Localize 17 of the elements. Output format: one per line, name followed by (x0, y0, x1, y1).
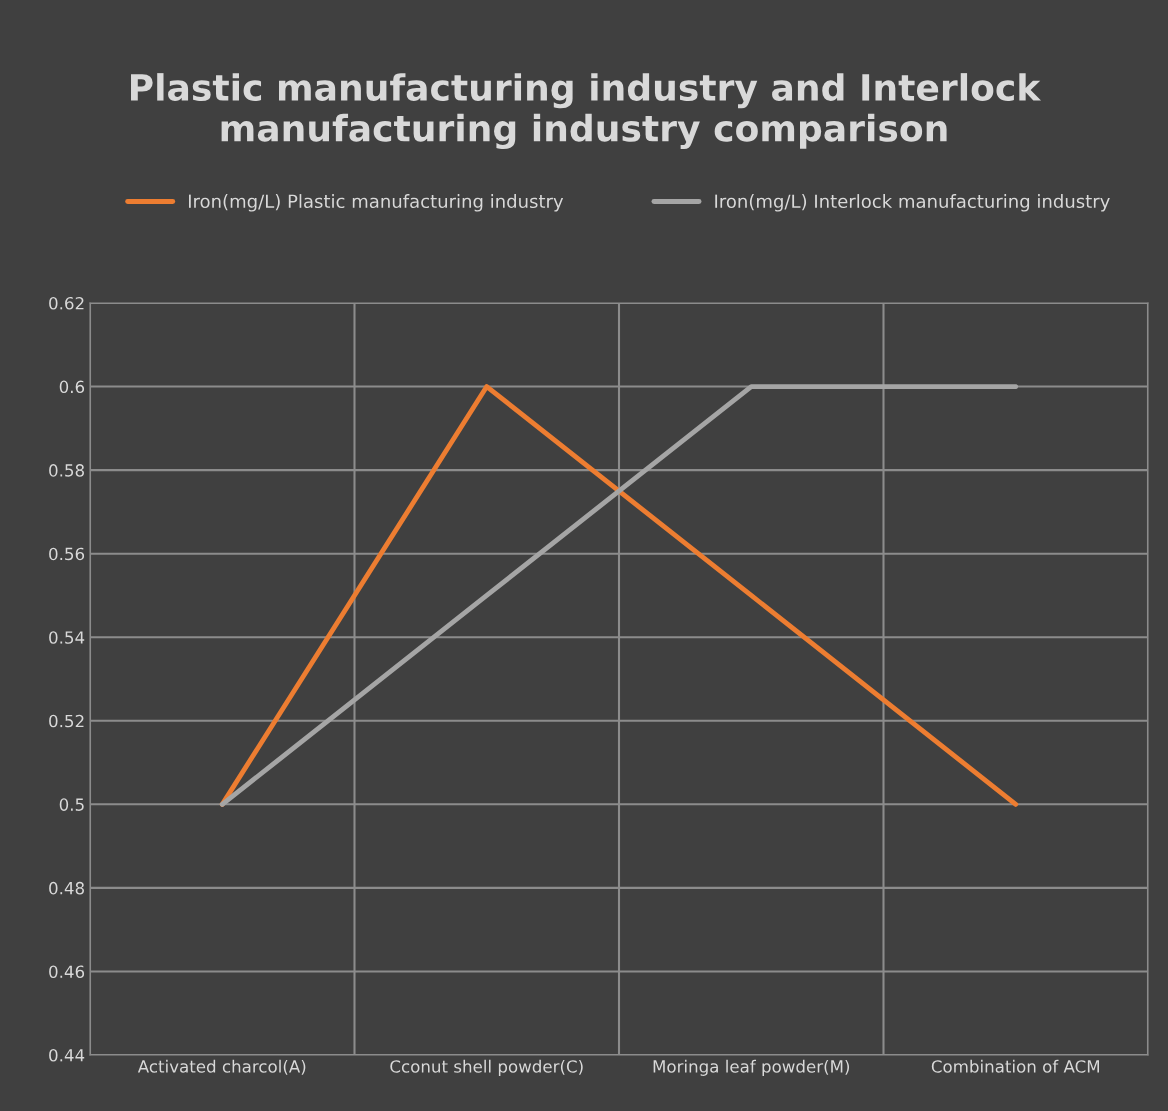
y-tick-label: 0.54 (49, 631, 85, 644)
y-tick-label: 0.44 (49, 1048, 85, 1062)
legend-label: Iron(mg/L) Plastic manufacturing industry (188, 194, 564, 212)
chart-title: Plastic manufacturing industry and Interlock manufacturing industry comparison (131, 73, 1042, 150)
x-tick-label: Activated charcol(A) (137, 1059, 306, 1075)
y-tick-label: 0.52 (49, 714, 84, 728)
y-tick-label: 0.46 (49, 965, 85, 979)
x-tick-label: Cconut shell powder(C) (390, 1059, 583, 1076)
y-tick-label: 0.62 (49, 296, 84, 310)
y-tick-label: 0.6 (59, 380, 85, 394)
y-tick-label: 0.48 (49, 881, 84, 895)
y-tick-label: 0.58 (49, 464, 84, 477)
x-tick-label: Moringa leaf powder(M) (653, 1059, 850, 1076)
legend-label: Iron(mg/L) Interlock manufacturing industry (715, 194, 1110, 212)
y-tick-label: 0.56 (49, 547, 85, 561)
x-tick-label: Combination of ACM (931, 1059, 1100, 1073)
y-tick-label: 0.5 (59, 798, 84, 811)
